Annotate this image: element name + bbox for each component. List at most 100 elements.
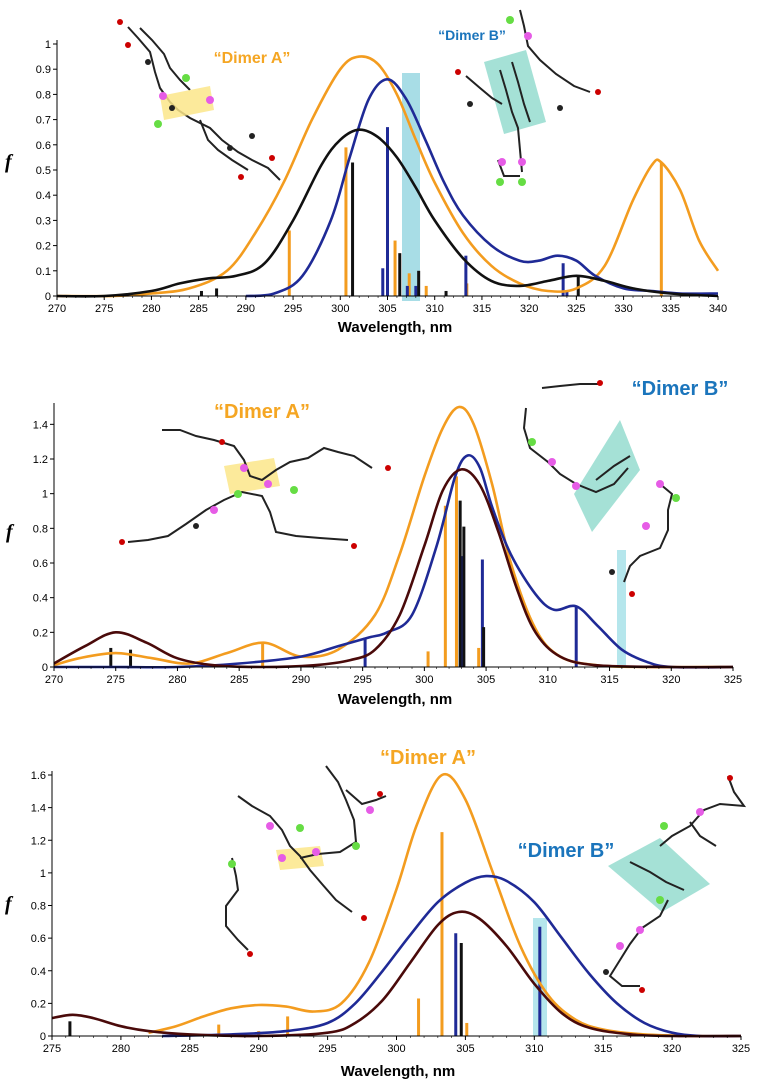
dimer-a-label: “Dimer A” xyxy=(380,747,476,769)
x-tick-label: 325 xyxy=(567,303,585,315)
x-tick-label: 330 xyxy=(614,303,632,315)
y-tick-label: 0.8 xyxy=(33,523,48,535)
y-tick-label: 0.4 xyxy=(36,190,51,202)
dimer-b-structure-icon xyxy=(603,775,747,993)
dimer-b-structure-icon xyxy=(522,380,680,597)
dimer-b-label: “Dimer B” xyxy=(632,378,729,400)
y-tick-label: 1 xyxy=(40,868,46,880)
y-tick-label: 0.6 xyxy=(31,933,46,945)
x-tick-label: 340 xyxy=(709,303,727,315)
panel-top: 270 275 280 285 290 295 300 305 310 315 320 325 330 3… xyxy=(5,9,727,336)
blue-highlight-band xyxy=(617,550,626,667)
y-tick-label: 0.5 xyxy=(36,165,51,177)
y-tick-label: 0.2 xyxy=(33,627,48,639)
y-tick-label: 0.1 xyxy=(36,266,51,278)
dimer-a-label: “Dimer A” xyxy=(214,50,291,67)
y-tick-label: 1 xyxy=(42,489,48,501)
x-tick-label: 275 xyxy=(107,674,125,686)
x-tick-label: 275 xyxy=(43,1043,61,1055)
x-tick-label: 320 xyxy=(663,1043,681,1055)
y-axis-label: f xyxy=(5,151,14,173)
top-plot-area: 270 275 280 285 290 295 300 305 310 315 320 325 330 3… xyxy=(36,39,727,315)
x-tick-label: 285 xyxy=(230,674,248,686)
x-tick-label: 325 xyxy=(732,1043,750,1055)
y-tick-label: 0.4 xyxy=(33,593,48,605)
dimer-a-structure-icon xyxy=(225,765,387,957)
dimer-b-highlight xyxy=(574,420,640,532)
y-tick-label: 0 xyxy=(42,662,48,674)
x-tick-label: 300 xyxy=(387,1043,405,1055)
y-tick-label: 0.7 xyxy=(36,115,51,127)
middle-plot-area: 270 275 280 285 290 295 300 305 310 315 320 325 0 0.2… xyxy=(33,403,742,686)
x-tick-label: 325 xyxy=(724,674,742,686)
y-tick-label: 1.4 xyxy=(31,803,46,815)
monomer-spectrum-curve xyxy=(56,128,719,298)
x-tick-label: 320 xyxy=(662,674,680,686)
x-tick-label: 275 xyxy=(95,303,113,315)
x-tick-label: 300 xyxy=(415,674,433,686)
x-tick-label: 310 xyxy=(525,1043,543,1055)
dimer-b-structure-icon xyxy=(455,9,601,186)
x-tick-label: 320 xyxy=(520,303,538,315)
x-tick-label: 295 xyxy=(353,674,371,686)
monomer-spectrum-curve xyxy=(53,468,734,669)
x-tick-label: 280 xyxy=(168,674,186,686)
dimer-b-spectrum-curve xyxy=(245,78,719,298)
y-tick-label: 1.4 xyxy=(33,419,48,431)
x-tick-label: 285 xyxy=(181,1043,199,1055)
x-axis-label: Wavelength, nm xyxy=(338,319,452,336)
x-tick-label: 285 xyxy=(189,303,207,315)
x-tick-label: 295 xyxy=(284,303,302,315)
dimer-a-label: “Dimer A” xyxy=(214,401,310,423)
y-tick-label: 1.2 xyxy=(33,454,48,466)
y-axis-label: f xyxy=(6,521,15,543)
y-tick-label: 0.8 xyxy=(31,901,46,913)
bottom-plot-area: 275 280 285 290 295 300 305 310 315 320 325 0 0.2 0.4… xyxy=(31,770,750,1055)
y-tick-label: 0.2 xyxy=(36,241,51,253)
x-tick-label: 280 xyxy=(142,303,160,315)
dimer-b-highlight xyxy=(608,838,710,912)
dimer-a-spectrum-curve xyxy=(56,55,720,298)
x-tick-label: 290 xyxy=(292,674,310,686)
y-tick-label: 0.6 xyxy=(33,558,48,570)
dimer-b-spectrum-curve xyxy=(162,874,742,1038)
x-tick-label: 305 xyxy=(378,303,396,315)
x-tick-label: 270 xyxy=(48,303,66,315)
y-tick-label: 0.2 xyxy=(31,998,46,1010)
y-tick-label: 1.2 xyxy=(31,835,46,847)
y-tick-label: 0 xyxy=(40,1031,46,1043)
x-axis-label: Wavelength, nm xyxy=(338,691,452,708)
x-tick-label: 270 xyxy=(45,674,63,686)
dimer-b-label: “Dimer B” xyxy=(438,27,506,43)
x-tick-label: 315 xyxy=(594,1043,612,1055)
x-tick-label: 305 xyxy=(477,674,495,686)
y-tick-label: 0 xyxy=(45,291,51,303)
x-tick-label: 300 xyxy=(331,303,349,315)
dimer-a-spectrum-curve xyxy=(148,772,742,1038)
x-tick-label: 315 xyxy=(473,303,491,315)
y-tick-label: 0.6 xyxy=(36,140,51,152)
y-tick-label: 1.6 xyxy=(31,770,46,782)
blue-highlight-band xyxy=(402,73,420,301)
dimer-a-structure-icon xyxy=(117,19,281,181)
panel-bottom: 275 280 285 290 295 300 305 310 315 320 325 0 0.2 0.4… xyxy=(5,747,750,1080)
panel-middle: 270 275 280 285 290 295 300 305 310 315 320 325 0 0.2… xyxy=(6,378,742,708)
y-tick-label: 0.4 xyxy=(31,966,46,978)
x-axis-label: Wavelength, nm xyxy=(341,1063,455,1080)
x-tick-label: 310 xyxy=(426,303,444,315)
dimer-b-label: “Dimer B” xyxy=(518,840,615,862)
y-tick-label: 0.3 xyxy=(36,215,51,227)
x-tick-label: 295 xyxy=(318,1043,336,1055)
x-tick-label: 305 xyxy=(456,1043,474,1055)
x-tick-label: 310 xyxy=(539,674,557,686)
y-axis-label: f xyxy=(5,893,14,915)
y-tick-label: 1 xyxy=(45,39,51,51)
y-tick-label: 0.8 xyxy=(36,89,51,101)
x-tick-label: 290 xyxy=(237,303,255,315)
dimer-a-highlight xyxy=(160,86,214,120)
x-tick-label: 335 xyxy=(662,303,680,315)
x-tick-label: 280 xyxy=(112,1043,130,1055)
y-tick-label: 0.9 xyxy=(36,64,51,76)
x-tick-label: 315 xyxy=(600,674,618,686)
